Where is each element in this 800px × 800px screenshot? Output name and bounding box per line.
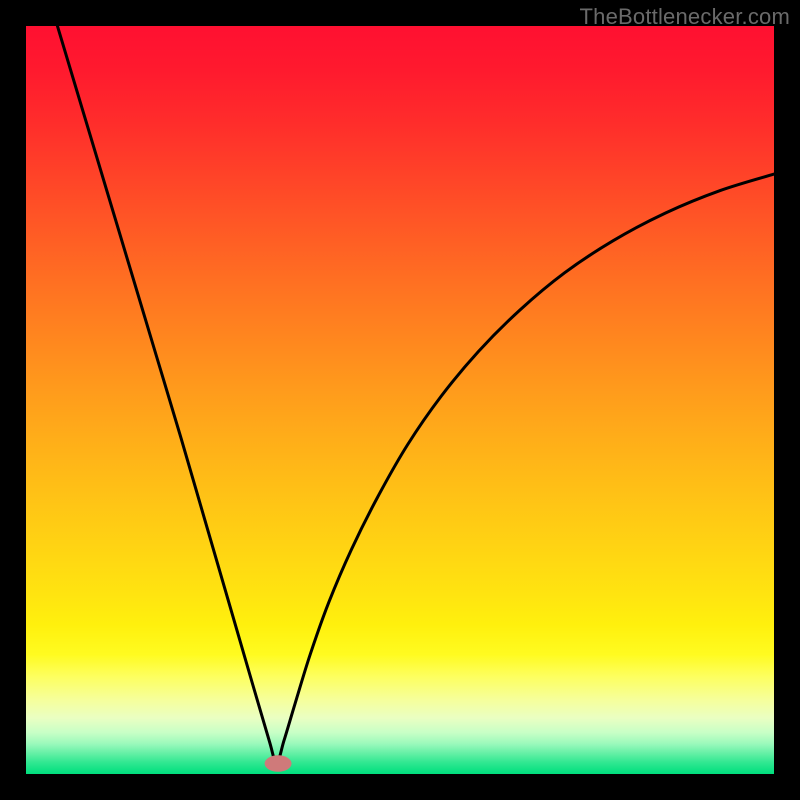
bottleneck-chart: [0, 0, 800, 800]
watermark-text: TheBottlenecker.com: [580, 4, 790, 30]
plot-background: [26, 26, 774, 774]
chart-stage: TheBottlenecker.com: [0, 0, 800, 800]
minimum-marker: [265, 755, 292, 771]
